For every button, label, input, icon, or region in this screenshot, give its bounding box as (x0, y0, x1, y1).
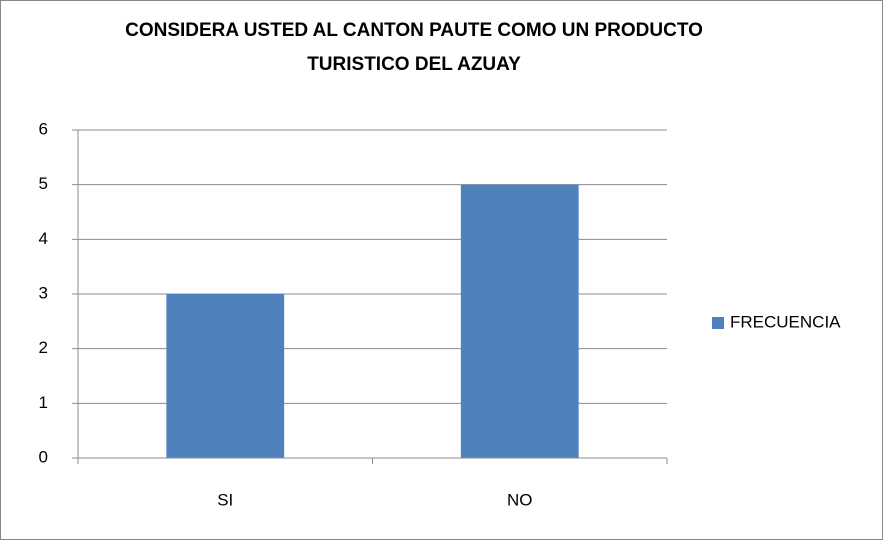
bar (460, 184, 579, 458)
y-tick-label: 2 (39, 338, 48, 357)
bar (166, 294, 285, 458)
legend-label: FRECUENCIA (730, 312, 841, 331)
y-tick-label: 4 (39, 229, 48, 248)
x-tick-label: SI (217, 490, 233, 509)
y-tick-label: 5 (39, 174, 48, 193)
y-tick-label: 3 (39, 283, 48, 302)
x-tick-label: NO (507, 490, 533, 509)
legend-swatch (712, 317, 724, 329)
y-tick-label: 6 (39, 119, 48, 138)
y-tick-label: 0 (39, 447, 48, 466)
chart-title: CONSIDERA USTED AL CANTON PAUTE COMO UN … (125, 20, 703, 75)
y-tick-label: 1 (39, 393, 48, 412)
